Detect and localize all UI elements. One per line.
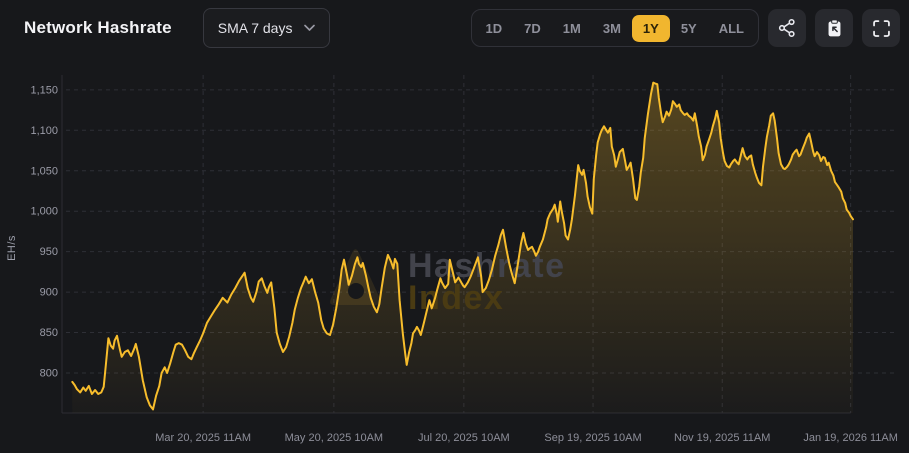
svg-text:800: 800	[40, 368, 58, 380]
range-button-1d[interactable]: 1D	[475, 15, 514, 42]
range-button-5y[interactable]: 5Y	[670, 15, 708, 42]
snapshot-button[interactable]	[815, 9, 853, 47]
svg-text:Nov 19, 2025 11AM: Nov 19, 2025 11AM	[674, 432, 770, 444]
svg-text:Jan 19, 2026 11AM: Jan 19, 2026 11AM	[803, 432, 898, 444]
svg-text:900: 900	[40, 287, 58, 299]
range-button-7d[interactable]: 7D	[513, 15, 552, 42]
range-button-1y[interactable]: 1Y	[631, 14, 670, 42]
chart-axis-labels: 800 850 900 950 1,000 1,050 1,100 1,150 Mar 20, …	[6, 84, 898, 444]
svg-text:1,000: 1,000	[30, 206, 58, 218]
svg-text:Jul 20, 2025 10AM: Jul 20, 2025 10AM	[418, 432, 510, 444]
share-icon	[778, 18, 795, 38]
time-range-selector: 1D 7D 1M 3M 1Y 5Y ALL	[470, 9, 759, 47]
fullscreen-icon	[872, 19, 890, 37]
chart-area-fill	[72, 82, 854, 413]
svg-text:1,050: 1,050	[30, 165, 58, 177]
fullscreen-button[interactable]	[862, 9, 900, 47]
svg-text:950: 950	[40, 246, 58, 258]
range-button-1m[interactable]: 1M	[552, 15, 592, 42]
watermark-line2: Index	[408, 279, 504, 317]
page-title: Network Hashrate	[24, 18, 172, 37]
sma-dropdown-value: SMA 7 days	[217, 20, 293, 36]
range-button-3m[interactable]: 3M	[592, 15, 632, 42]
hashrate-index-logo-hole	[348, 283, 364, 299]
watermark: Hashrate Index	[330, 247, 564, 317]
sma-dropdown[interactable]: SMA 7 days	[202, 8, 331, 48]
svg-text:850: 850	[40, 327, 58, 339]
share-button[interactable]	[768, 9, 806, 47]
chevron-down-icon	[304, 24, 316, 31]
svg-text:1,150: 1,150	[30, 84, 58, 96]
svg-text:May 20, 2025 10AM: May 20, 2025 10AM	[285, 432, 383, 444]
svg-text:Mar 20, 2025 11AM: Mar 20, 2025 11AM	[155, 432, 251, 444]
chart-header: Network Hashrate SMA 7 days 1D 7D 1M 3M …	[0, 0, 909, 56]
svg-text:1,100: 1,100	[30, 125, 58, 137]
chart-series-line	[71, 81, 854, 411]
range-button-all[interactable]: ALL	[708, 15, 755, 42]
clipboard-snapshot-icon	[828, 18, 840, 36]
svg-text:EH/s: EH/s	[6, 235, 18, 261]
svg-text:Sep 19, 2025 10AM: Sep 19, 2025 10AM	[544, 432, 641, 444]
